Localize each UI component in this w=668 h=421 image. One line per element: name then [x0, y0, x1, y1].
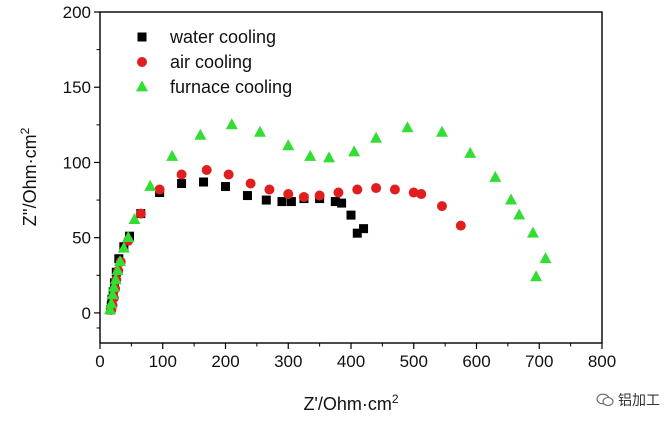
watermark: 铝加工 — [596, 390, 660, 410]
legend-item-furnace-cooling: furnace cooling — [136, 77, 292, 97]
legend-item-water-cooling: water cooling — [137, 27, 276, 47]
air-cooling-point — [298, 192, 309, 203]
water-cooling-point — [346, 210, 356, 220]
furnace-cooling-point — [401, 121, 414, 133]
furnace-cooling-point — [128, 213, 141, 225]
y-axis-title: Z''/Ohm·cm2 — [18, 127, 40, 226]
water-cooling-point — [199, 177, 209, 187]
legend-item-air-cooling: air cooling — [137, 52, 252, 72]
furnace-cooling-point — [254, 125, 267, 137]
legend-marker — [136, 80, 148, 92]
y-tick-label: 50 — [72, 229, 91, 248]
furnace-cooling-point — [370, 131, 383, 143]
furnace-cooling-point — [513, 208, 526, 220]
y-tick-label: 100 — [63, 153, 91, 172]
furnace-cooling-point — [104, 303, 117, 315]
water-cooling-point — [277, 197, 287, 207]
air-cooling-point — [176, 169, 187, 180]
air-cooling-point — [245, 178, 256, 189]
furnace-cooling-point — [225, 118, 238, 130]
air-cooling-point — [201, 164, 212, 175]
furnace-cooling-point — [323, 151, 336, 163]
water-cooling-point — [337, 198, 347, 208]
legend-label: air cooling — [170, 52, 252, 72]
air-cooling-point — [352, 184, 363, 195]
water-cooling-point — [330, 197, 340, 207]
x-tick-label: 300 — [274, 352, 302, 371]
x-tick-label: 400 — [337, 352, 365, 371]
air-cooling-point — [264, 184, 275, 195]
y-tick-label: 0 — [82, 304, 91, 323]
furnace-cooling-point — [166, 149, 179, 161]
air-cooling-point — [333, 187, 344, 198]
data-points — [104, 118, 552, 315]
x-tick-label: 0 — [95, 352, 104, 371]
water-cooling-point — [221, 182, 230, 192]
air-cooling-point — [416, 189, 427, 200]
plot-frame — [99, 11, 603, 344]
water-cooling-point — [261, 195, 271, 205]
furnace-cooling-point — [304, 149, 317, 161]
legend: water cooling air cooling furnace cooling — [136, 27, 292, 97]
furnace-cooling-point — [526, 226, 539, 238]
air-cooling-point — [371, 183, 382, 194]
air-cooling-point — [408, 187, 419, 198]
legend-marker — [137, 32, 147, 42]
legend-label: water cooling — [169, 27, 276, 47]
furnace-cooling-point — [530, 270, 543, 282]
furnace-cooling-point — [106, 288, 119, 300]
furnace-cooling-point — [464, 146, 477, 158]
furnace-cooling-point — [107, 280, 120, 292]
furnace-cooling-point — [282, 139, 295, 151]
legend-label: furnace cooling — [170, 77, 292, 97]
water-cooling-point — [352, 228, 362, 238]
axis-ticks: 0 100 200 300 400 500 600 700 800 0 50 100 150 200 — [63, 3, 617, 371]
legend-marker — [137, 57, 147, 67]
furnace-cooling-point — [539, 252, 552, 264]
air-cooling-point — [389, 184, 400, 195]
air-cooling-point — [436, 201, 447, 212]
air-cooling-point — [135, 208, 146, 219]
air-cooling-point — [154, 184, 165, 195]
furnace-cooling-point — [505, 193, 518, 205]
furnace-cooling-point — [117, 241, 130, 253]
water-cooling-point — [359, 224, 369, 234]
furnace-cooling-point — [105, 297, 118, 309]
furnace-cooling-point — [194, 128, 207, 140]
furnace-cooling-point — [435, 125, 448, 137]
furnace-cooling-point — [122, 231, 135, 243]
air-cooling-point — [314, 190, 325, 201]
chat-bubble-icon — [596, 393, 614, 407]
x-tick-label: 700 — [525, 352, 553, 371]
x-axis-title: Z'/Ohm·cm2 — [303, 392, 398, 414]
furnace-cooling-point — [489, 170, 502, 182]
furnace-cooling-point — [114, 255, 127, 267]
y-tick-label: 200 — [63, 3, 91, 22]
x-tick-label: 100 — [149, 352, 177, 371]
air-cooling-point — [455, 220, 466, 231]
furnace-cooling-point — [111, 264, 124, 276]
furnace-cooling-point — [144, 179, 157, 191]
furnace-cooling-point — [109, 273, 122, 285]
y-tick-label: 150 — [63, 78, 91, 97]
x-tick-label: 500 — [400, 352, 428, 371]
series-furnace-cooling — [104, 118, 552, 315]
furnace-cooling-point — [348, 145, 361, 157]
x-tick-label: 800 — [588, 352, 616, 371]
air-cooling-point — [283, 189, 294, 200]
watermark-label: 铝加工 — [618, 392, 660, 408]
water-cooling-point — [242, 191, 252, 201]
x-tick-label: 200 — [211, 352, 239, 371]
water-cooling-point — [177, 179, 187, 189]
air-cooling-point — [223, 169, 234, 180]
water-cooling-point — [286, 197, 296, 207]
x-tick-label: 600 — [462, 352, 490, 371]
